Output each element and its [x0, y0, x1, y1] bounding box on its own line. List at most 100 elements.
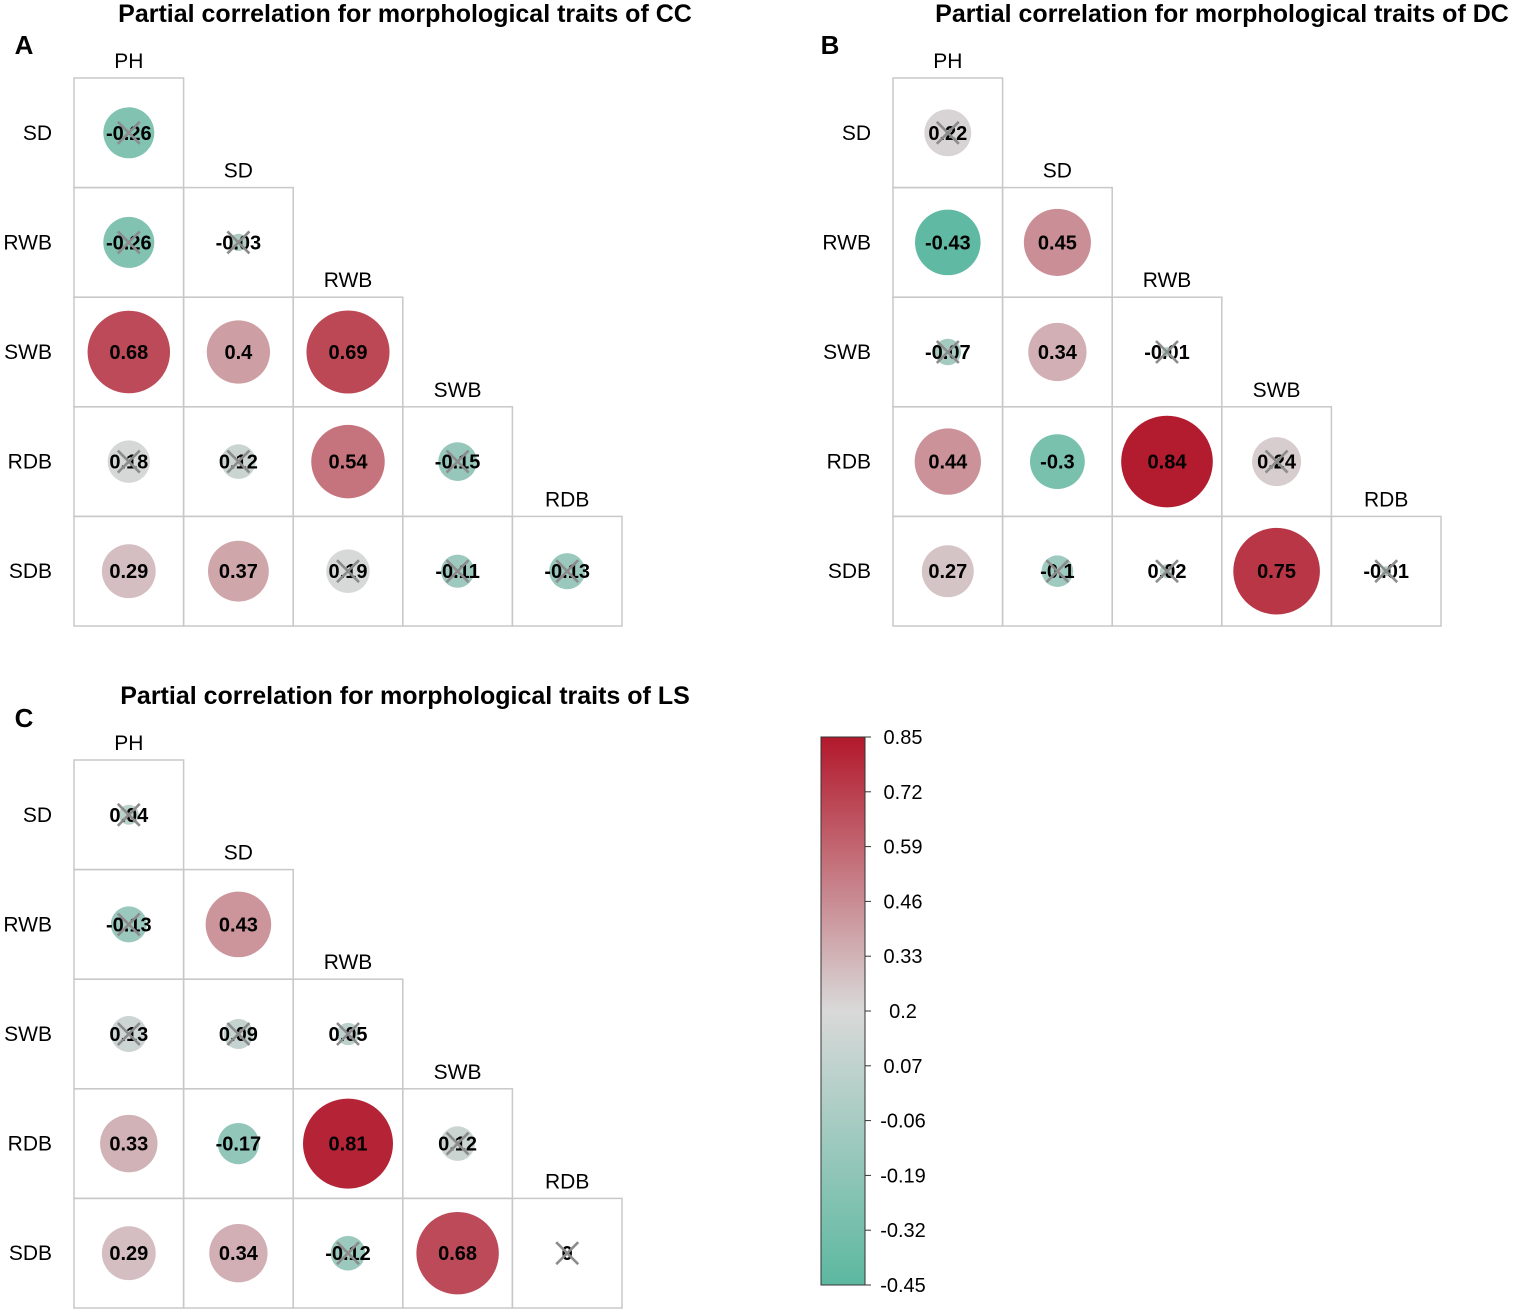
correlation-value-label: -0.43	[925, 232, 971, 254]
row-label: SD	[23, 122, 52, 145]
correlation-value-label: 0.34	[1038, 342, 1078, 364]
correlation-value-label: 0.68	[109, 342, 148, 364]
correlation-circle	[101, 1226, 156, 1281]
correlation-value-label: 0.68	[438, 1243, 477, 1265]
insignificant-cross-mark	[445, 1131, 470, 1156]
correlation-circle	[416, 1211, 499, 1295]
correlation-value-label: 0.75	[1257, 561, 1296, 583]
insignificant-cross-mark	[116, 120, 141, 145]
correlation-circle	[921, 545, 974, 598]
correlation-value-label: 0.27	[928, 561, 967, 583]
colorbar-tick-label: -0.45	[880, 1275, 926, 1297]
row-label: SD	[23, 804, 52, 827]
correlation-value-label: 0.43	[219, 914, 258, 936]
colorbar-tick-label: -0.32	[880, 1220, 926, 1242]
insignificant-cross-mark	[336, 559, 360, 584]
panel-letter: A	[15, 30, 34, 60]
panel-b-correlation-matrix: B Partial correlation for morphological …	[821, 0, 1509, 627]
panel-a-correlation-matrix: A Partial correlation for morphological …	[3, 0, 692, 627]
insignificant-cross-mark	[1264, 449, 1289, 474]
correlation-circle	[217, 1122, 260, 1165]
row-label: SWB	[823, 341, 871, 364]
row-label: SDB	[828, 560, 871, 583]
row-label: RDB	[827, 451, 871, 474]
column-label: RWB	[324, 269, 373, 292]
insignificant-cross-mark	[445, 559, 470, 584]
correlation-circle	[100, 1114, 158, 1173]
insignificant-cross-mark	[336, 1241, 360, 1266]
chart-title: Partial correlation for morphological tr…	[120, 682, 690, 710]
correlation-value-label: -0.17	[216, 1134, 262, 1156]
colorbar-tick-label: -0.06	[880, 1111, 926, 1133]
column-label: PH	[114, 732, 143, 755]
insignificant-cross-mark	[555, 1241, 580, 1266]
correlation-circle	[303, 1098, 393, 1189]
column-label: PH	[933, 50, 962, 73]
correlation-circle	[87, 310, 171, 394]
insignificant-cross-mark	[935, 120, 960, 145]
correlation-value-label: 0.4	[224, 342, 253, 364]
correlation-circle	[1121, 415, 1213, 508]
chart-title: Partial correlation for morphological tr…	[118, 0, 692, 28]
insignificant-cross-mark	[1155, 340, 1179, 364]
column-label: PH	[114, 50, 143, 73]
correlation-circle	[205, 891, 272, 958]
column-label: SD	[224, 842, 253, 865]
correlation-value-label: 0.45	[1038, 232, 1077, 254]
column-label: RWB	[1143, 269, 1192, 292]
grid-cell	[511, 1197, 623, 1309]
correlation-value-label: 0.44	[928, 452, 968, 474]
row-label: RDB	[8, 451, 52, 474]
correlation-value-label: 0.29	[109, 561, 148, 583]
correlation-circle	[1028, 322, 1087, 382]
correlation-circle	[206, 320, 271, 384]
colorbar-tick-label: 0.46	[884, 891, 923, 913]
colorbar-tick-label: 0.59	[884, 837, 923, 859]
column-label: RDB	[545, 1170, 589, 1193]
correlation-value-label: 0.29	[109, 1243, 148, 1265]
insignificant-cross-mark	[116, 802, 141, 827]
correlation-value-label: 0.69	[329, 342, 368, 364]
colorbar-tick-label: 0.85	[884, 727, 923, 749]
insignificant-cross-mark	[1045, 559, 1070, 584]
row-label: RWB	[822, 231, 871, 254]
row-label: SDB	[9, 560, 52, 583]
correlation-circle	[306, 310, 390, 394]
correlation-circle	[1023, 208, 1091, 276]
chart-title: Partial correlation for morphological tr…	[935, 0, 1509, 28]
panel-letter: B	[821, 30, 840, 60]
colorbar-tick-label: 0.07	[884, 1056, 923, 1078]
correlation-circle	[914, 428, 981, 495]
correlation-value-label: 0.81	[329, 1134, 368, 1156]
colorbar-tick-label: 0.2	[889, 1001, 917, 1023]
colorbar-gradient	[820, 736, 866, 1286]
correlation-circle	[915, 209, 981, 276]
correlation-circle	[209, 1224, 268, 1283]
insignificant-cross-mark	[555, 559, 580, 584]
column-label: RDB	[1364, 488, 1408, 511]
row-label: SWB	[4, 341, 52, 364]
column-label: SD	[1043, 160, 1072, 183]
correlation-circle	[1233, 527, 1320, 615]
correlation-circle	[1030, 434, 1085, 489]
column-label: SD	[224, 160, 253, 183]
row-label: RWB	[3, 913, 52, 936]
insignificant-cross-mark	[226, 449, 251, 474]
colorbar-tick-label: -0.19	[880, 1165, 926, 1187]
correlation-value-label: 0.54	[329, 452, 369, 474]
column-label: SWB	[1253, 379, 1301, 402]
insignificant-cross-mark	[935, 340, 960, 364]
insignificant-cross-mark	[226, 1022, 251, 1046]
correlation-circle	[207, 540, 269, 602]
colorbar-tick-label: 0.33	[884, 946, 923, 968]
correlation-value-label: 0.84	[1148, 452, 1188, 474]
column-label: SWB	[434, 1061, 482, 1084]
correlation-value-label: 0.34	[219, 1243, 259, 1265]
insignificant-cross-mark	[116, 230, 141, 255]
correlation-value-label: 0.37	[219, 561, 258, 583]
insignificant-cross-mark	[445, 449, 470, 474]
row-label: SD	[842, 122, 871, 145]
insignificant-cross-mark	[116, 449, 141, 474]
column-label: RWB	[324, 951, 373, 974]
